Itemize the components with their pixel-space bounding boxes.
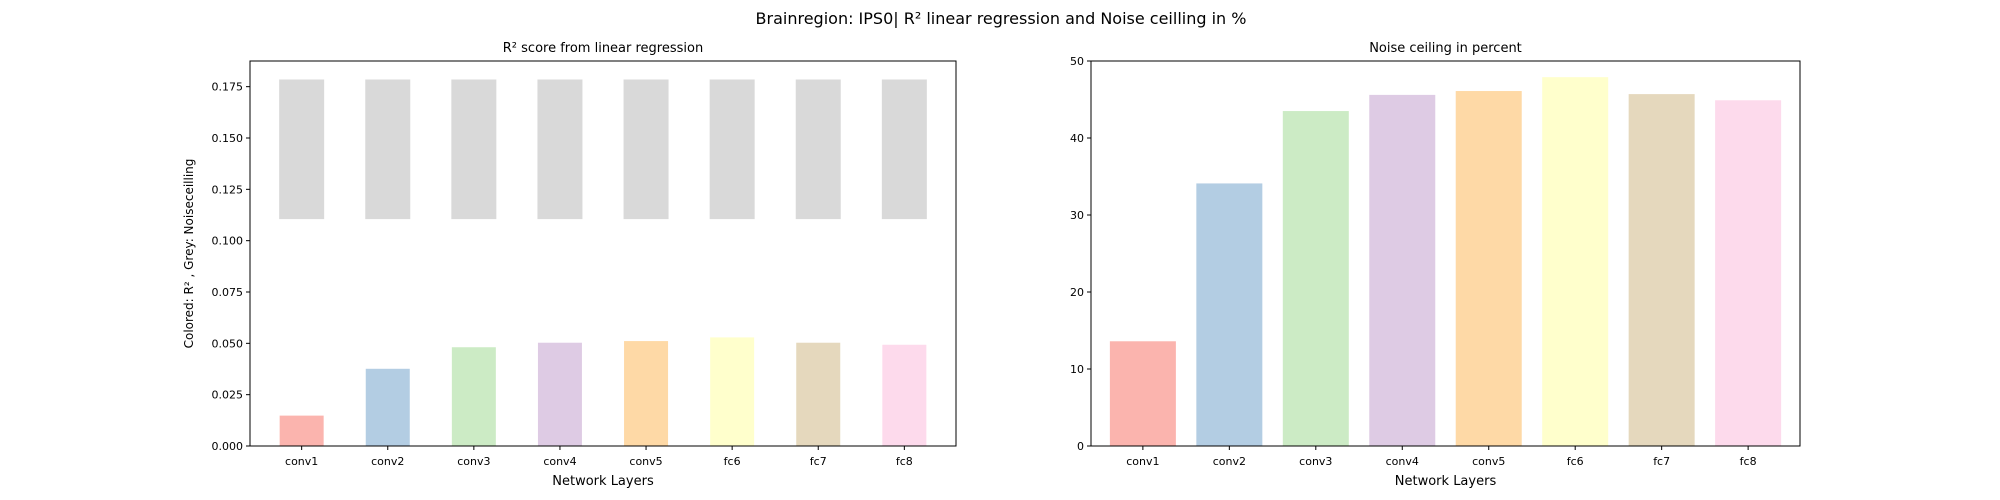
x-tick-label: fc8 [1740, 455, 1757, 468]
bar-conv5 [624, 341, 669, 446]
x-tick-label: conv5 [629, 455, 662, 468]
x-tick-label: conv4 [1386, 455, 1419, 468]
x-tick-label: conv2 [1213, 455, 1246, 468]
y-tick-label: 0.125 [212, 183, 244, 196]
bar-conv2 [1196, 183, 1263, 446]
y-tick-label: 0.025 [212, 389, 244, 402]
noiseceiling-bar-conv2 [365, 79, 411, 220]
bar-fc6 [1542, 77, 1609, 447]
x-tick-label: conv1 [1126, 455, 1159, 468]
bar-conv5 [1455, 91, 1522, 446]
y-tick-label: 10 [1070, 363, 1084, 376]
x-tick-label: conv4 [543, 455, 576, 468]
bar-fc7 [796, 342, 841, 446]
bar-conv4 [1369, 94, 1436, 446]
y-tick-label: 0.100 [212, 235, 244, 248]
y-tick-label: 50 [1070, 55, 1084, 68]
x-tick-label: conv2 [371, 455, 404, 468]
bar-conv3 [451, 347, 496, 446]
plot-frame [1090, 60, 1801, 447]
noise-ceiling-chart: 0 10 20 30 40 50 conv1 conv2 conv3 conv4 conv5 fc6 f… [1070, 41, 1801, 489]
y-tick-label: 30 [1070, 209, 1084, 222]
y-tick-label: 0.000 [212, 440, 244, 453]
r2-chart: 0.000 0.025 0.050 0.075 0.100 0.125 0.150 0.175… [182, 41, 957, 489]
bar-conv3 [1282, 111, 1349, 447]
y-tick-label: 0.050 [212, 337, 244, 350]
figure-title: Brainregion: IPS0| R² linear regression … [756, 9, 1247, 28]
bar-fc8 [882, 344, 927, 446]
plot-frame [249, 60, 957, 447]
noiseceiling-bar-conv5 [623, 79, 669, 220]
y-tick-label: 0.150 [212, 132, 244, 145]
noiseceiling-bar-fc6 [709, 79, 755, 220]
x-tick-label: conv1 [285, 455, 318, 468]
noiseceiling-bar-conv3 [451, 79, 497, 220]
x-tick-label: fc6 [1567, 455, 1584, 468]
y-axis-label: Colored: R² , Grey: Noiseceilling [182, 159, 196, 349]
bar-conv1 [279, 415, 324, 446]
x-tick-label: fc7 [810, 455, 827, 468]
bar-fc6 [710, 337, 755, 446]
y-tick-label: 0 [1077, 440, 1084, 453]
x-tick-label: conv3 [1299, 455, 1332, 468]
bar-conv4 [537, 342, 582, 446]
x-tick-label: fc8 [896, 455, 913, 468]
y-tick-label: 20 [1070, 286, 1084, 299]
x-axis-label: Network Layers [552, 474, 654, 489]
x-tick-label: fc7 [1653, 455, 1670, 468]
bar-fc8 [1715, 100, 1782, 447]
bar-conv1 [1109, 341, 1176, 446]
noiseceiling-bar-conv1 [279, 79, 325, 220]
y-tick-label: 40 [1070, 132, 1084, 145]
chart-title: Noise ceiling in percent [1369, 41, 1522, 56]
x-axis-label: Network Layers [1395, 474, 1497, 489]
chart-title: R² score from linear regression [503, 41, 703, 56]
x-tick-label: fc6 [724, 455, 741, 468]
noiseceiling-bar-fc7 [795, 79, 841, 220]
noiseceiling-bar-conv4 [537, 79, 583, 220]
bar-fc7 [1628, 94, 1695, 447]
x-tick-label: conv3 [457, 455, 490, 468]
bar-conv2 [365, 368, 410, 446]
y-tick-label: 0.175 [212, 81, 244, 94]
y-tick-label: 0.075 [212, 286, 244, 299]
noiseceiling-bar-fc8 [881, 79, 927, 220]
x-tick-label: conv5 [1472, 455, 1505, 468]
